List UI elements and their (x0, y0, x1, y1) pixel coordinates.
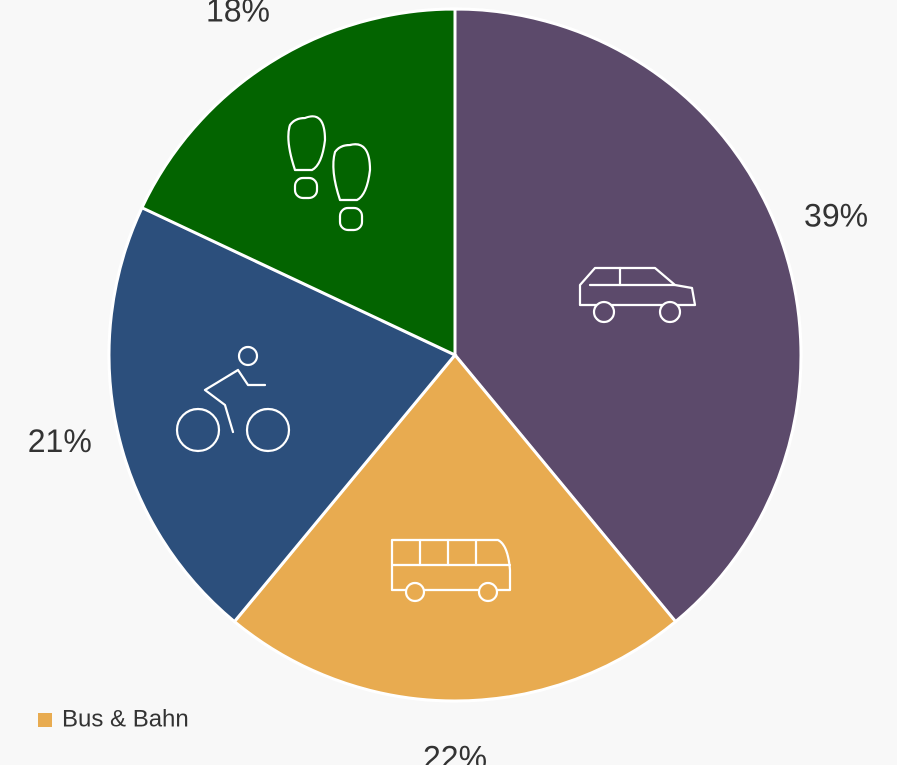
feet-icon (287, 115, 372, 232)
bus-icon (390, 538, 512, 603)
icons (175, 115, 697, 603)
value-label: 21% (28, 423, 92, 459)
value-label: 18% (206, 0, 270, 29)
slice (232, 352, 678, 703)
slice (139, 7, 457, 358)
car-icon (578, 266, 697, 324)
slice (453, 7, 803, 624)
value-label: 22% (423, 739, 487, 765)
legend-label: Bus & Bahn (62, 705, 189, 732)
legend-swatch (38, 713, 52, 727)
slices (107, 7, 803, 703)
bike-icon (175, 345, 291, 453)
value-label: 39% (804, 197, 868, 233)
